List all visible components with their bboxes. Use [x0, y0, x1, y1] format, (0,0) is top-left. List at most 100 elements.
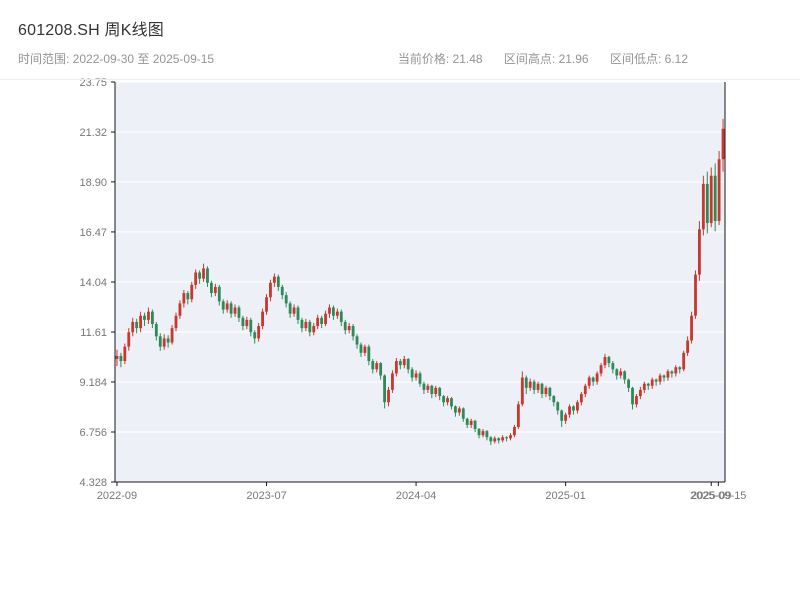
- candle: [206, 268, 209, 283]
- candle: [465, 418, 469, 425]
- x-tick-label: 2023-07: [246, 490, 286, 502]
- candle: [654, 379, 658, 382]
- candle: [434, 387, 438, 395]
- candle: [186, 293, 190, 300]
- candle: [202, 268, 205, 279]
- candle: [717, 159, 721, 222]
- candle: [485, 431, 489, 438]
- candle: [509, 435, 512, 439]
- candle: [190, 284, 194, 300]
- candle: [410, 369, 414, 378]
- candle: [650, 379, 654, 386]
- candle: [276, 276, 280, 287]
- candle: [308, 321, 312, 333]
- candle: [489, 437, 493, 442]
- candle: [666, 371, 670, 378]
- candle: [115, 355, 119, 360]
- candle: [245, 319, 249, 327]
- candle: [662, 375, 666, 378]
- candle: [552, 396, 556, 403]
- candle: [638, 389, 642, 397]
- candle: [355, 336, 359, 345]
- candle: [147, 311, 150, 320]
- range-low-value: 6.12: [664, 52, 688, 66]
- candle: [135, 321, 139, 329]
- candle: [642, 383, 646, 390]
- y-tick-label: 21.32: [79, 127, 107, 139]
- candle: [332, 307, 335, 316]
- candle: [119, 355, 123, 362]
- candle: [713, 175, 717, 222]
- y-tick-label: 11.61: [80, 327, 107, 339]
- candle: [241, 317, 245, 327]
- candle: [513, 426, 516, 436]
- x-tick-label: 2025-09-15: [690, 490, 746, 502]
- candle: [265, 297, 268, 312]
- candle: [591, 377, 595, 382]
- candle: [595, 373, 599, 382]
- candles: [115, 118, 725, 446]
- candle: [532, 381, 536, 390]
- candle: [359, 344, 363, 353]
- candle: [343, 321, 347, 331]
- candle: [560, 410, 564, 421]
- candle: [225, 303, 229, 310]
- candle: [150, 311, 154, 324]
- candle: [324, 313, 327, 324]
- candle: [194, 272, 198, 285]
- candle: [611, 363, 615, 370]
- candle: [347, 326, 351, 331]
- range-high-stat: 区间高点: 21.96: [504, 52, 589, 66]
- candle: [292, 307, 296, 314]
- candle: [229, 303, 233, 314]
- candle: [682, 352, 686, 370]
- candle: [587, 377, 591, 386]
- candle: [162, 338, 166, 347]
- candle: [536, 383, 540, 390]
- candle: [210, 282, 213, 294]
- candle: [217, 286, 221, 302]
- candle: [469, 420, 473, 425]
- candle: [524, 377, 528, 388]
- candle: [473, 420, 477, 430]
- candle: [698, 229, 701, 275]
- candle: [556, 402, 560, 411]
- y-axis-labels: 23.75 21.32 18.90 16.47 14.04 11.61 9.184 6.756…: [79, 77, 107, 489]
- range-low-stat: 区间低点: 6.12: [610, 52, 688, 66]
- candle: [690, 315, 693, 341]
- candle: [284, 295, 288, 304]
- candle: [375, 363, 379, 370]
- gridlines: [111, 81, 725, 483]
- candle: [296, 307, 300, 320]
- candle: [170, 328, 174, 343]
- candle: [544, 387, 548, 395]
- candle: [454, 406, 457, 413]
- candle: [280, 286, 284, 296]
- candle: [516, 404, 520, 427]
- candle: [166, 338, 170, 343]
- time-range-label: 时间范围: 2022-09-30 至 2025-09-15: [18, 52, 215, 66]
- candle: [383, 375, 386, 403]
- candle: [339, 311, 343, 322]
- candle: [367, 346, 371, 362]
- candle: [481, 431, 485, 436]
- candle: [371, 361, 375, 370]
- candle: [493, 438, 497, 442]
- candle: [721, 128, 725, 160]
- candle: [438, 387, 442, 397]
- page-title: 601208.SH 周K线图: [18, 22, 164, 39]
- candle: [406, 359, 410, 370]
- candle: [418, 373, 422, 384]
- y-tick-label: 6.756: [79, 427, 107, 439]
- candle: [143, 315, 146, 320]
- candle: [123, 346, 127, 362]
- candle: [312, 326, 316, 333]
- candle: [139, 315, 142, 329]
- candle: [430, 385, 434, 395]
- candle: [686, 340, 690, 353]
- current-price-value: 21.48: [452, 52, 483, 66]
- candle: [701, 183, 705, 230]
- candle: [300, 319, 304, 329]
- candle: [198, 272, 202, 279]
- candle: [257, 326, 261, 339]
